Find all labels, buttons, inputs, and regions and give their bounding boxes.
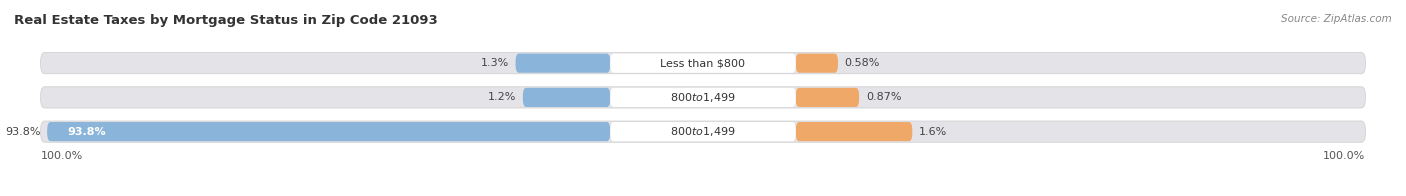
- Text: Real Estate Taxes by Mortgage Status in Zip Code 21093: Real Estate Taxes by Mortgage Status in …: [14, 14, 437, 27]
- Text: 0.87%: 0.87%: [866, 92, 901, 102]
- FancyBboxPatch shape: [610, 88, 796, 107]
- FancyBboxPatch shape: [796, 122, 912, 141]
- Text: 100.0%: 100.0%: [41, 151, 83, 161]
- FancyBboxPatch shape: [41, 121, 1365, 142]
- FancyBboxPatch shape: [610, 54, 796, 73]
- FancyBboxPatch shape: [516, 54, 610, 73]
- Text: $800 to $1,499: $800 to $1,499: [671, 91, 735, 104]
- Text: 0.58%: 0.58%: [845, 58, 880, 68]
- Text: Less than $800: Less than $800: [661, 58, 745, 68]
- FancyBboxPatch shape: [48, 122, 610, 141]
- FancyBboxPatch shape: [41, 53, 1365, 74]
- Text: 93.8%: 93.8%: [6, 127, 41, 137]
- Text: Source: ZipAtlas.com: Source: ZipAtlas.com: [1281, 14, 1392, 24]
- FancyBboxPatch shape: [796, 88, 859, 107]
- FancyBboxPatch shape: [41, 87, 1365, 108]
- Text: $800 to $1,499: $800 to $1,499: [671, 125, 735, 138]
- FancyBboxPatch shape: [610, 122, 796, 141]
- FancyBboxPatch shape: [523, 88, 610, 107]
- Text: 1.2%: 1.2%: [488, 92, 516, 102]
- Text: 93.8%: 93.8%: [67, 127, 105, 137]
- FancyBboxPatch shape: [796, 54, 838, 73]
- Text: 1.6%: 1.6%: [920, 127, 948, 137]
- Text: 1.3%: 1.3%: [481, 58, 509, 68]
- Text: 100.0%: 100.0%: [1323, 151, 1365, 161]
